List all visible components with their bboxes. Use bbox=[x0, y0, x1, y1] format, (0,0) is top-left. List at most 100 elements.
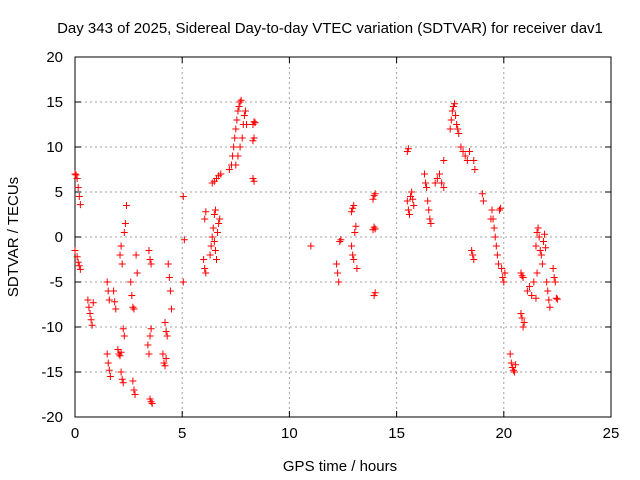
data-point-marker bbox=[336, 238, 344, 245]
x-tick-label: 0 bbox=[71, 425, 79, 442]
data-point-marker bbox=[479, 197, 487, 205]
data-point-marker bbox=[422, 179, 430, 187]
data-point-marker bbox=[73, 175, 81, 182]
data-point-marker bbox=[533, 229, 541, 236]
data-point-marker bbox=[470, 256, 478, 263]
x-axis-label: GPS time / hours bbox=[283, 458, 397, 475]
data-point-marker bbox=[88, 321, 96, 329]
axis-ticks: 0 5 10 15 20 25 -20 -15 -10 -5 0 5 10 15 20 bbox=[41, 49, 619, 442]
data-point-marker bbox=[211, 247, 219, 254]
data-point-marker bbox=[117, 348, 125, 356]
data-point-marker bbox=[119, 325, 127, 333]
data-point-marker bbox=[517, 310, 525, 317]
data-point-marker bbox=[450, 100, 458, 108]
data-point-marker bbox=[440, 157, 448, 164]
data-point-marker bbox=[543, 278, 551, 286]
data-point-marker bbox=[423, 184, 431, 191]
data-point-marker bbox=[492, 242, 500, 250]
data-point-marker bbox=[350, 202, 358, 209]
y-tick-label: 10 bbox=[46, 139, 63, 156]
data-point-marker bbox=[452, 112, 460, 119]
data-points bbox=[71, 96, 561, 407]
data-point-marker bbox=[230, 143, 238, 151]
data-point-marker bbox=[438, 179, 446, 187]
data-point-marker bbox=[532, 242, 540, 250]
data-point-marker bbox=[453, 121, 461, 128]
data-point-marker bbox=[448, 107, 456, 115]
data-point-marker bbox=[425, 206, 433, 214]
data-point-marker bbox=[535, 233, 543, 241]
data-point-marker bbox=[233, 116, 241, 124]
data-point-marker bbox=[493, 251, 501, 259]
data-point-marker bbox=[208, 233, 216, 241]
data-point-marker bbox=[348, 242, 356, 250]
data-point-marker bbox=[147, 398, 155, 406]
data-point-marker bbox=[116, 251, 124, 259]
data-point-marker bbox=[501, 269, 509, 277]
data-point-marker bbox=[519, 323, 527, 331]
data-point-marker bbox=[86, 310, 94, 317]
data-point-marker bbox=[478, 190, 486, 198]
data-point-marker bbox=[240, 112, 248, 119]
data-point-marker bbox=[461, 152, 469, 160]
data-point-marker bbox=[370, 223, 378, 231]
data-point-marker bbox=[209, 224, 217, 232]
data-point-marker bbox=[498, 265, 506, 272]
chart-title: Day 343 of 2025, Sidereal Day-to-day VTE… bbox=[57, 20, 603, 37]
data-point-marker bbox=[333, 260, 341, 268]
data-point-marker bbox=[110, 287, 118, 295]
data-point-marker bbox=[237, 96, 245, 104]
data-point-marker bbox=[75, 262, 83, 270]
data-point-marker bbox=[334, 269, 342, 277]
y-tick-label: 15 bbox=[46, 94, 63, 111]
data-point-marker bbox=[539, 238, 547, 245]
data-point-marker bbox=[234, 152, 242, 160]
y-tick-label: -20 bbox=[41, 409, 63, 426]
y-tick-label: 5 bbox=[55, 184, 63, 201]
data-point-marker bbox=[72, 171, 80, 179]
data-point-marker bbox=[530, 278, 538, 286]
data-point-marker bbox=[509, 366, 517, 374]
data-point-marker bbox=[251, 119, 259, 127]
data-point-marker bbox=[307, 242, 315, 250]
data-point-marker bbox=[217, 170, 225, 178]
data-point-marker bbox=[468, 247, 476, 254]
data-point-marker bbox=[457, 143, 465, 151]
data-point-marker bbox=[404, 206, 412, 214]
data-point-marker bbox=[166, 287, 174, 295]
data-point-marker bbox=[526, 283, 534, 290]
data-point-marker bbox=[118, 375, 126, 383]
data-point-marker bbox=[523, 287, 531, 295]
x-tick-label: 25 bbox=[603, 425, 620, 442]
grid-lines bbox=[75, 57, 611, 417]
data-point-marker bbox=[471, 166, 479, 173]
data-point-marker bbox=[103, 278, 111, 286]
data-point-marker bbox=[512, 361, 520, 369]
data-point-marker bbox=[446, 125, 454, 133]
data-point-marker bbox=[200, 256, 208, 263]
data-point-marker bbox=[463, 157, 471, 164]
data-point-marker bbox=[459, 148, 467, 155]
data-point-marker bbox=[104, 359, 112, 367]
data-point-marker bbox=[74, 184, 82, 191]
data-point-marker bbox=[369, 195, 377, 203]
data-point-marker bbox=[214, 229, 222, 236]
data-point-marker bbox=[351, 229, 359, 236]
x-tick-label: 5 bbox=[178, 425, 186, 442]
data-point-marker bbox=[528, 292, 536, 299]
data-point-marker bbox=[371, 289, 379, 297]
data-point-marker bbox=[408, 188, 416, 196]
data-point-marker bbox=[201, 265, 209, 272]
data-point-marker bbox=[250, 118, 258, 126]
data-point-marker bbox=[74, 258, 82, 266]
y-tick-label: -5 bbox=[50, 274, 63, 291]
data-point-marker bbox=[144, 341, 152, 349]
data-point-marker bbox=[180, 236, 188, 244]
data-point-marker bbox=[337, 236, 345, 244]
data-point-marker bbox=[426, 215, 434, 223]
data-point-marker bbox=[352, 222, 360, 230]
data-point-marker bbox=[403, 197, 411, 205]
data-point-marker bbox=[542, 244, 550, 252]
data-point-marker bbox=[120, 229, 128, 236]
data-point-marker bbox=[241, 107, 249, 115]
